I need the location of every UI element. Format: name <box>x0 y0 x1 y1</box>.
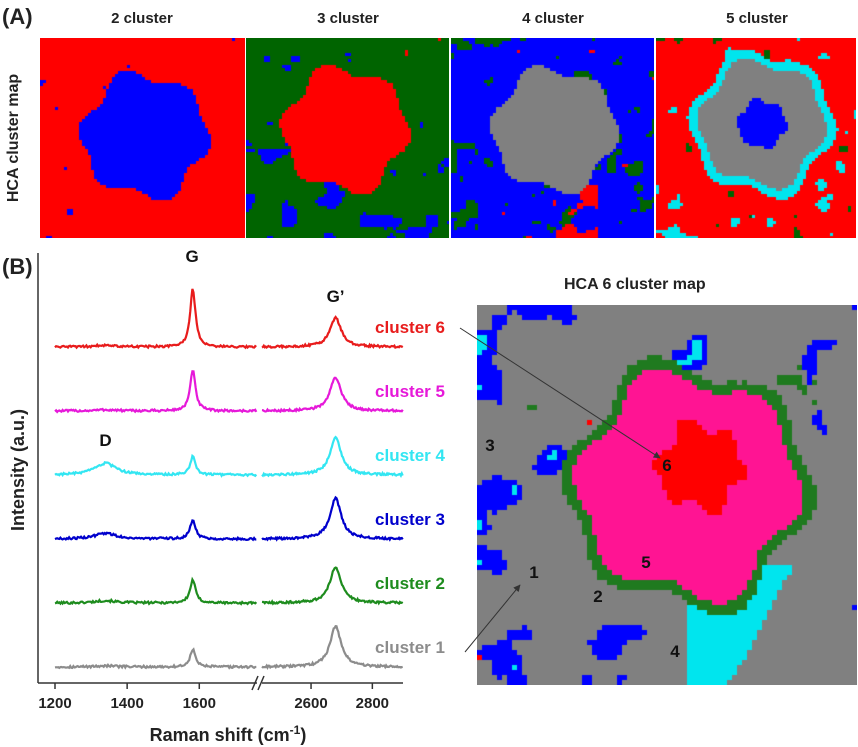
map-label-3: 3 <box>485 436 494 455</box>
series-line-5-right <box>261 376 404 414</box>
panel-b-tag: (B) <box>2 254 33 279</box>
series-label-2: cluster 2 <box>375 574 445 593</box>
cluster-map-5 <box>656 38 856 238</box>
x-tick-label-2800: 2800 <box>356 695 389 712</box>
cluster-map-2 <box>40 38 245 238</box>
series-line-3-left <box>54 519 257 542</box>
series-label-1: cluster 1 <box>375 638 445 657</box>
x-tick-label-2600: 2600 <box>294 695 327 712</box>
axis-break-mark <box>251 675 265 691</box>
map-label-5: 5 <box>641 553 650 572</box>
map-title-2-cluster: 2 cluster <box>111 10 173 27</box>
map-title-5-cluster: 5 cluster <box>726 10 788 27</box>
x-tick-label-1600: 1600 <box>183 695 216 712</box>
panel-a-tag: (A) <box>2 4 33 29</box>
series-line-6-right <box>261 315 404 350</box>
series-label-6: cluster 6 <box>375 318 445 337</box>
arrow-cluster-6 <box>459 327 661 459</box>
peak-label-1: G <box>185 247 198 266</box>
series-label-5: cluster 5 <box>375 382 445 401</box>
series-line-5-left <box>54 370 258 414</box>
peak-label-2: G’ <box>327 287 345 306</box>
map-label-1: 1 <box>529 563 538 582</box>
arrow-cluster-1 <box>464 584 521 653</box>
x-tick-label-1400: 1400 <box>110 695 143 712</box>
peak-label-0: D <box>99 431 111 450</box>
map-title-3-cluster: 3 cluster <box>317 10 379 27</box>
series-line-4-left <box>54 453 258 478</box>
map-title-4-cluster: 4 cluster <box>522 10 584 27</box>
cluster-map-3 <box>246 38 449 238</box>
cluster-map-6 <box>477 305 857 685</box>
series-line-3-right <box>261 495 404 542</box>
series-line-6-left <box>54 288 257 350</box>
cluster-map-4 <box>451 38 654 238</box>
series-line-1-left <box>54 647 257 670</box>
x-axis-label: Raman shift (cm-1) <box>150 723 307 745</box>
hca6-title: HCA 6 cluster map <box>564 276 706 293</box>
x-tick-label-1200: 1200 <box>38 695 71 712</box>
map-label-6: 6 <box>662 456 671 475</box>
series-label-3: cluster 3 <box>375 510 445 529</box>
series-line-2-right <box>261 566 404 606</box>
map-label-2: 2 <box>593 587 602 606</box>
series-line-4-right <box>261 435 404 478</box>
series-label-4: cluster 4 <box>375 446 445 465</box>
map-label-4: 4 <box>670 642 680 661</box>
y-axis-label: Intensity (a.u.) <box>8 409 28 531</box>
series-line-1-right <box>261 625 403 670</box>
series-line-2-left <box>54 576 258 606</box>
